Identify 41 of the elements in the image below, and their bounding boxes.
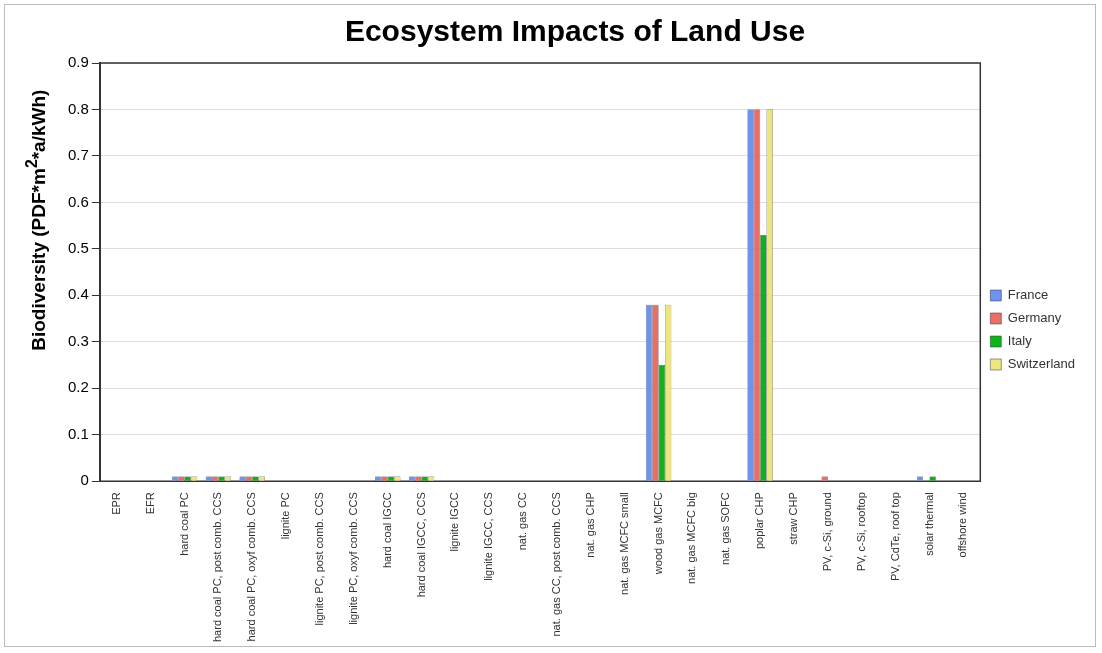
y-tick-label: 0.2 <box>67 378 89 396</box>
y-tick-label: 0.3 <box>67 331 89 349</box>
chart-title: Ecosystem Impacts of Land Use <box>344 14 806 48</box>
x-tick-label: hard coal PC, post comb. CCS <box>211 492 224 643</box>
x-tick-label: nat. gas MCFC big <box>685 492 698 584</box>
x-tick-label: nat. gas MCFC small <box>617 492 630 595</box>
x-tick-label: nat. gas CHP <box>583 492 596 558</box>
y-tick-label: 0 <box>80 471 89 489</box>
legend-label: Germany <box>1007 310 1062 326</box>
y-tick-label: 0.6 <box>67 192 89 210</box>
x-tick-label: lignite PC <box>279 492 292 540</box>
y-tick-label: 0.9 <box>67 53 89 71</box>
y-tick-label: 0.1 <box>67 424 89 442</box>
y-tick-label: 0.7 <box>67 146 89 164</box>
y-tick-label: 0.5 <box>67 239 89 257</box>
x-tick-label: nat. gas CC, post comb. CCS <box>550 492 563 637</box>
x-tick-label: EFR <box>143 492 156 515</box>
y-tick-label: 0.4 <box>67 285 89 303</box>
x-tick-label: lignite IGCC <box>448 492 461 552</box>
x-tick-label: nat. gas SOFC <box>719 492 732 565</box>
x-tick-label: lignite PC, oxyf comb. CCS <box>346 492 359 625</box>
x-tick-label: wood gas MCFC <box>651 492 664 576</box>
x-tick-label: lignite PC, post comb. CCS <box>313 492 325 626</box>
x-tick-label: PV, CdTe, roof top <box>888 492 901 582</box>
x-tick-label: solar thermal <box>922 492 935 556</box>
legend-label: Italy <box>1007 333 1033 349</box>
legend-label: France <box>1007 287 1049 303</box>
x-tick-label: PV, c-Si, rooftop <box>854 492 867 572</box>
x-tick-label: poplar CHP <box>753 492 766 550</box>
x-tick-label: PV, c-Si, ground <box>820 492 833 572</box>
y-tick-label: 0.8 <box>67 99 89 117</box>
x-tick-label: lignite IGCC, CCS <box>482 492 495 581</box>
x-tick-label: hard coal PC <box>177 492 190 556</box>
x-tick-label: EPR <box>109 492 122 515</box>
x-tick-label: hard coal IGCC, CCS <box>414 492 427 598</box>
x-tick-label: straw CHP <box>787 492 800 545</box>
x-tick-label: hard coal PC, oxyf comb. CCS <box>245 492 258 642</box>
x-tick-label: hard coal IGCC <box>380 492 393 569</box>
x-tick-label: nat. gas CC <box>516 492 529 551</box>
legend-label: Switzerland <box>1007 356 1076 372</box>
x-tick-label: offshore wind <box>956 492 969 558</box>
